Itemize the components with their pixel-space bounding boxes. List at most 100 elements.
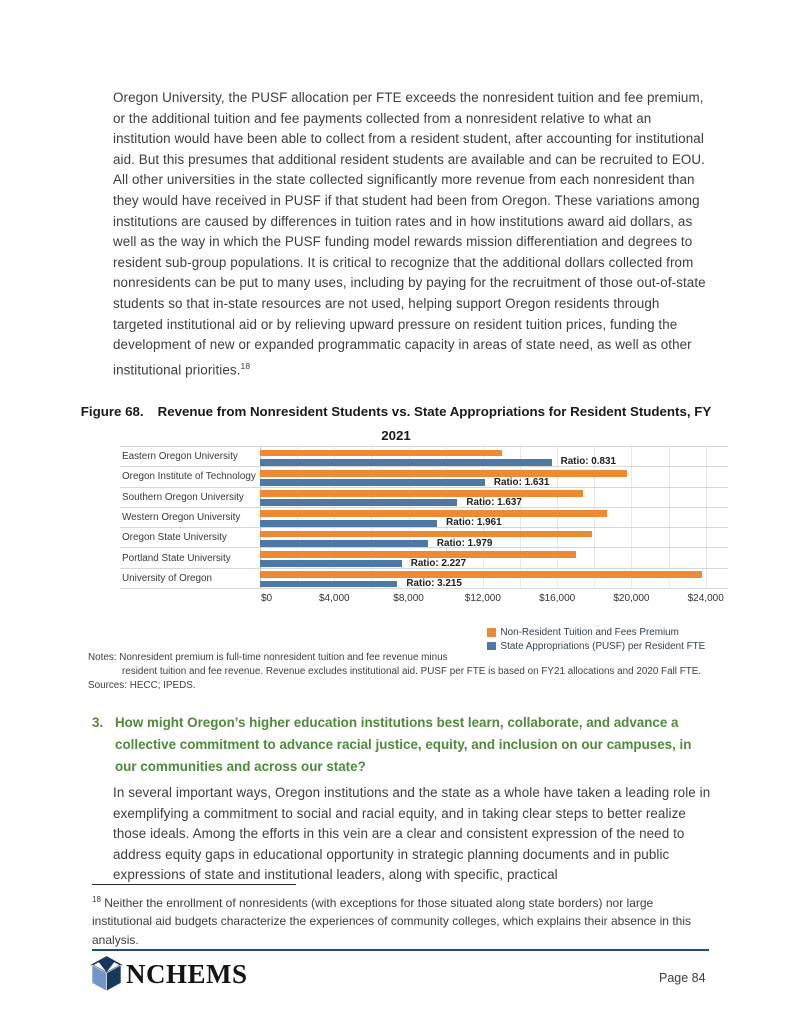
gridline <box>594 447 596 590</box>
x-axis-tick-label: $24,000 <box>687 593 724 605</box>
footnote-separator <box>92 884 296 885</box>
pusf-per-fte-bar <box>260 580 398 588</box>
notes-line-1: Notes: Nonresident premium is full-time … <box>88 652 448 663</box>
chart-bars: Ratio: 1.979 <box>260 528 728 549</box>
chart-category-label: Western Oregon University <box>122 512 241 524</box>
pusf-per-fte-bar <box>260 560 402 568</box>
pusf-bar-line: Ratio: 2.227 <box>260 557 728 569</box>
ratio-label: Ratio: 3.215 <box>406 578 462 590</box>
paragraph-1-text: Oregon University, the PUSF allocation p… <box>113 90 706 378</box>
legend-label: State Appropriations (PUSF) per Resident… <box>500 640 706 652</box>
legend-swatch <box>487 641 496 651</box>
x-axis-tick-label: $8,000 <box>393 593 424 605</box>
gridline <box>631 447 633 590</box>
chart-category-label: Southern Oregon University <box>122 491 244 503</box>
gridline <box>371 447 373 590</box>
footnote: 18 Neither the enrollment of nonresident… <box>92 891 712 949</box>
pusf-bar-line: Ratio: 3.215 <box>260 578 728 590</box>
figure-caption-label: Figure 68. <box>80 404 144 419</box>
ratio-label: Ratio: 0.831 <box>560 456 616 468</box>
x-axis-tick-label: $12,000 <box>464 593 501 605</box>
chart-gridlines <box>260 447 728 590</box>
chart-row: University of Oregon Ratio: 3.215 <box>120 569 728 590</box>
chart-bars: Ratio: 1.631 <box>260 467 728 487</box>
nonresident-premium-bar <box>260 469 627 477</box>
chart-x-axis: $0 $4,000 $8,000 $12,000 $16,000 $20,000 $24,0… <box>260 589 728 607</box>
chart-row: Portland State University Ratio: 2.227 <box>120 548 728 569</box>
pusf-bar-line: Ratio: 1.631 <box>260 477 728 487</box>
question-text: How might Oregon’s higher education inst… <box>115 715 692 774</box>
legend-label: Non-Resident Tuition and Fees Premium <box>500 627 679 638</box>
pusf-bar-line: Ratio: 1.961 <box>260 517 728 529</box>
chart-bars: Ratio: 1.637 <box>260 488 728 507</box>
footnote-reference: 18 <box>240 360 251 371</box>
nonresident-premium-bar <box>260 449 503 457</box>
notes-line-2: resident tuition and fee revenue. Revenu… <box>122 665 702 677</box>
x-axis-tick-label: $16,000 <box>539 593 576 605</box>
x-axis-tick-label: $20,000 <box>613 593 650 605</box>
figure-caption-line1: Figure 68. Revenue from Nonresident Stude… <box>80 400 712 424</box>
gridline <box>520 447 521 590</box>
pusf-per-fte-bar <box>260 519 438 527</box>
pusf-bar-line: Ratio: 1.637 <box>260 496 728 508</box>
chart-category-label: Oregon State University <box>122 532 227 544</box>
question-number: 3. <box>92 715 104 730</box>
chart-category-label: Eastern Oregon University <box>122 451 238 463</box>
x-axis-tick-label: $4,000 <box>318 593 350 605</box>
chart-category-label: University of Oregon <box>122 572 213 584</box>
footer-rule <box>92 949 709 951</box>
chart-legend: Non-Resident Tuition and Fees Premium Sta… <box>487 627 705 654</box>
paragraph-1: Oregon University, the PUSF allocation p… <box>113 88 712 381</box>
chart-bars: Ratio: 2.227 <box>260 548 728 569</box>
nonresident-premium-bar <box>260 530 593 538</box>
paragraph-2: In several important ways, Oregon instit… <box>113 785 711 883</box>
ratio-label: Ratio: 2.227 <box>410 557 467 569</box>
nchems-logo: NCHEMS <box>90 956 248 992</box>
nonresident-premium-bar <box>260 550 576 558</box>
figure-caption-title: Revenue from Nonresident Students vs. St… <box>157 404 712 419</box>
pusf-per-fte-bar <box>260 499 458 507</box>
ratio-label: Ratio: 1.961 <box>446 517 502 529</box>
pusf-bar-line: Ratio: 0.831 <box>260 456 728 468</box>
chart-bars: Ratio: 0.831 <box>260 447 728 468</box>
figure-caption: Figure 68. Revenue from Nonresident Stude… <box>80 400 712 447</box>
chart-category-label: Portland State University <box>122 552 231 564</box>
gridline <box>334 447 336 590</box>
legend-swatch <box>487 628 496 637</box>
ratio-label: Ratio: 1.979 <box>436 537 493 549</box>
figure-notes: Notes: Nonresident premium is full-time … <box>88 651 728 693</box>
chart-row: Eastern Oregon University Ratio: 0.831 <box>120 447 728 468</box>
nonresident-premium-bar <box>260 490 584 497</box>
gridline <box>668 447 670 590</box>
gridline <box>557 447 559 590</box>
chart-bars: Ratio: 1.961 <box>260 508 728 529</box>
nchems-cube-icon <box>90 956 123 992</box>
nonresident-premium-bar <box>260 571 702 579</box>
legend-item: State Appropriations (PUSF) per Resident… <box>487 641 705 652</box>
pusf-bar-line: Ratio: 1.979 <box>260 537 728 549</box>
figure-caption-year: 2021 <box>381 427 411 443</box>
chart-rows: Eastern Oregon University Ratio: 0.831 Ore… <box>120 446 728 590</box>
gridline <box>408 447 410 590</box>
gridline <box>445 447 447 590</box>
ratio-label: Ratio: 1.637 <box>466 496 522 508</box>
gridline <box>705 447 707 590</box>
sources-line: Sources: HECC; IPEDS. <box>88 679 196 691</box>
chart-row: Southern Oregon University Ratio: 1.637 <box>120 488 728 508</box>
gridline <box>482 447 484 590</box>
pusf-per-fte-bar <box>260 540 428 547</box>
bar-chart: Eastern Oregon University Ratio: 0.831 Ore… <box>120 446 728 607</box>
chart-category-label: Oregon Institute of Technology <box>122 471 256 483</box>
footnote-text: Neither the enrollment of nonresidents (… <box>92 896 691 947</box>
pusf-per-fte-bar <box>260 479 485 486</box>
legend-item: Non-Resident Tuition and Fees Premium <box>487 627 705 638</box>
logo-text: NCHEMS <box>126 958 248 989</box>
y-axis-line <box>260 447 261 590</box>
footnote-number: 18 <box>92 895 101 904</box>
pusf-per-fte-bar <box>260 458 552 466</box>
page-number: Page 84 <box>659 971 706 985</box>
chart-row: Oregon Institute of Technology Ratio: 1.6… <box>120 467 728 488</box>
chart-row: Oregon State University Ratio: 1.979 <box>120 528 728 549</box>
gridline <box>297 447 299 590</box>
